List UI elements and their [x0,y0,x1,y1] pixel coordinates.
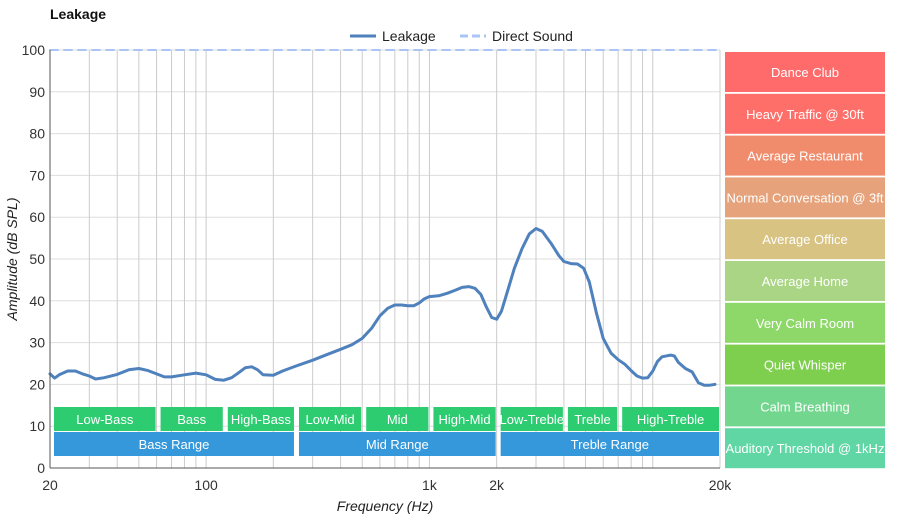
x-tick-label: 20k [709,477,733,493]
band-block [54,407,156,431]
reference-level-label: Average Restaurant [747,149,863,164]
reference-level-label: Average Office [762,232,848,247]
band-block [366,407,429,431]
y-tick-label: 60 [29,209,45,225]
legend: Leakage Direct Sound [350,28,573,44]
reference-level-label: Heavy Traffic @ 30ft [746,107,864,122]
y-tick-label: 0 [37,460,45,476]
band-block [622,407,719,431]
y-tick-label: 50 [29,251,45,267]
reference-level-label: Dance Club [771,65,839,80]
reference-level-block [725,302,885,343]
band-block [500,407,563,431]
x-axis-title: Frequency (Hz) [337,498,433,514]
x-tick-label: 1k [422,477,438,493]
reference-level-label: Normal Conversation @ 3ft [727,190,884,205]
x-tick-label: 2k [489,477,505,493]
y-tick-label: 20 [29,376,45,392]
y-tick-label: 100 [22,42,46,58]
legend-label: Leakage [382,28,436,44]
band-block [567,407,618,431]
reference-level-label: Auditory Threshold @ 1kHz [726,441,885,456]
band-label: Mid [387,412,408,427]
reference-level-block [725,135,885,176]
reference-level-block [725,177,885,218]
reference-level-block [725,261,885,301]
x-tick-label: 100 [194,477,218,493]
band-label: Low-Mid [306,412,355,427]
band-label: Low-Bass [76,412,134,427]
y-tick-label: 40 [29,293,45,309]
band-label: High-Treble [637,412,704,427]
band-label: Mid Range [366,437,429,452]
legend-label: Direct Sound [492,28,573,44]
band-block [298,432,496,456]
y-axis-title: Amplitude (dB SPL) [4,198,20,322]
band-block [160,407,223,431]
reference-level-block [725,52,885,92]
reference-level-label: Quiet Whisper [764,358,847,373]
series-line-leakage [48,227,717,387]
band-block [433,407,496,431]
reference-level-label: Average Home [762,274,848,289]
band-label: Bass Range [139,437,210,452]
reference-level-block [725,93,885,134]
band-label: High-Bass [231,412,291,427]
band-label: Treble Range [571,437,649,452]
series-lines [48,49,721,387]
band-block [500,432,719,456]
chart-title: Leakage [50,6,107,22]
reference-level-block [725,344,885,385]
y-tick-label: 90 [29,84,45,100]
y-tick-label: 30 [29,335,45,351]
band-label: High-Mid [439,412,491,427]
band-block [227,407,294,431]
y-tick-label: 80 [29,126,45,142]
reference-level-block [725,386,885,427]
axes: 0 10 20 30 40 50 60 70 80 90 100 20 100 1k 2k 20k Freque… [4,42,732,514]
band-label: Treble [574,412,610,427]
band-block [298,407,362,431]
frequency-bands: Low-Bass Bass High-Bass Low-Mid Mid High-Mid L… [54,407,719,456]
y-tick-label: 70 [29,167,45,183]
band-label: Low-Treble [500,412,565,427]
reference-level-label: Calm Breathing [760,399,850,414]
grid [49,49,721,469]
y-tick-label: 10 [29,418,45,434]
band-label: Bass [177,412,206,427]
reference-level-block [725,428,885,469]
reference-levels: Dance Club Heavy Traffic @ 30ft Average Re… [725,52,885,469]
reference-level-block [725,219,885,260]
band-block [54,432,294,456]
x-tick-label: 20 [42,477,58,493]
reference-level-label: Very Calm Room [756,316,854,331]
